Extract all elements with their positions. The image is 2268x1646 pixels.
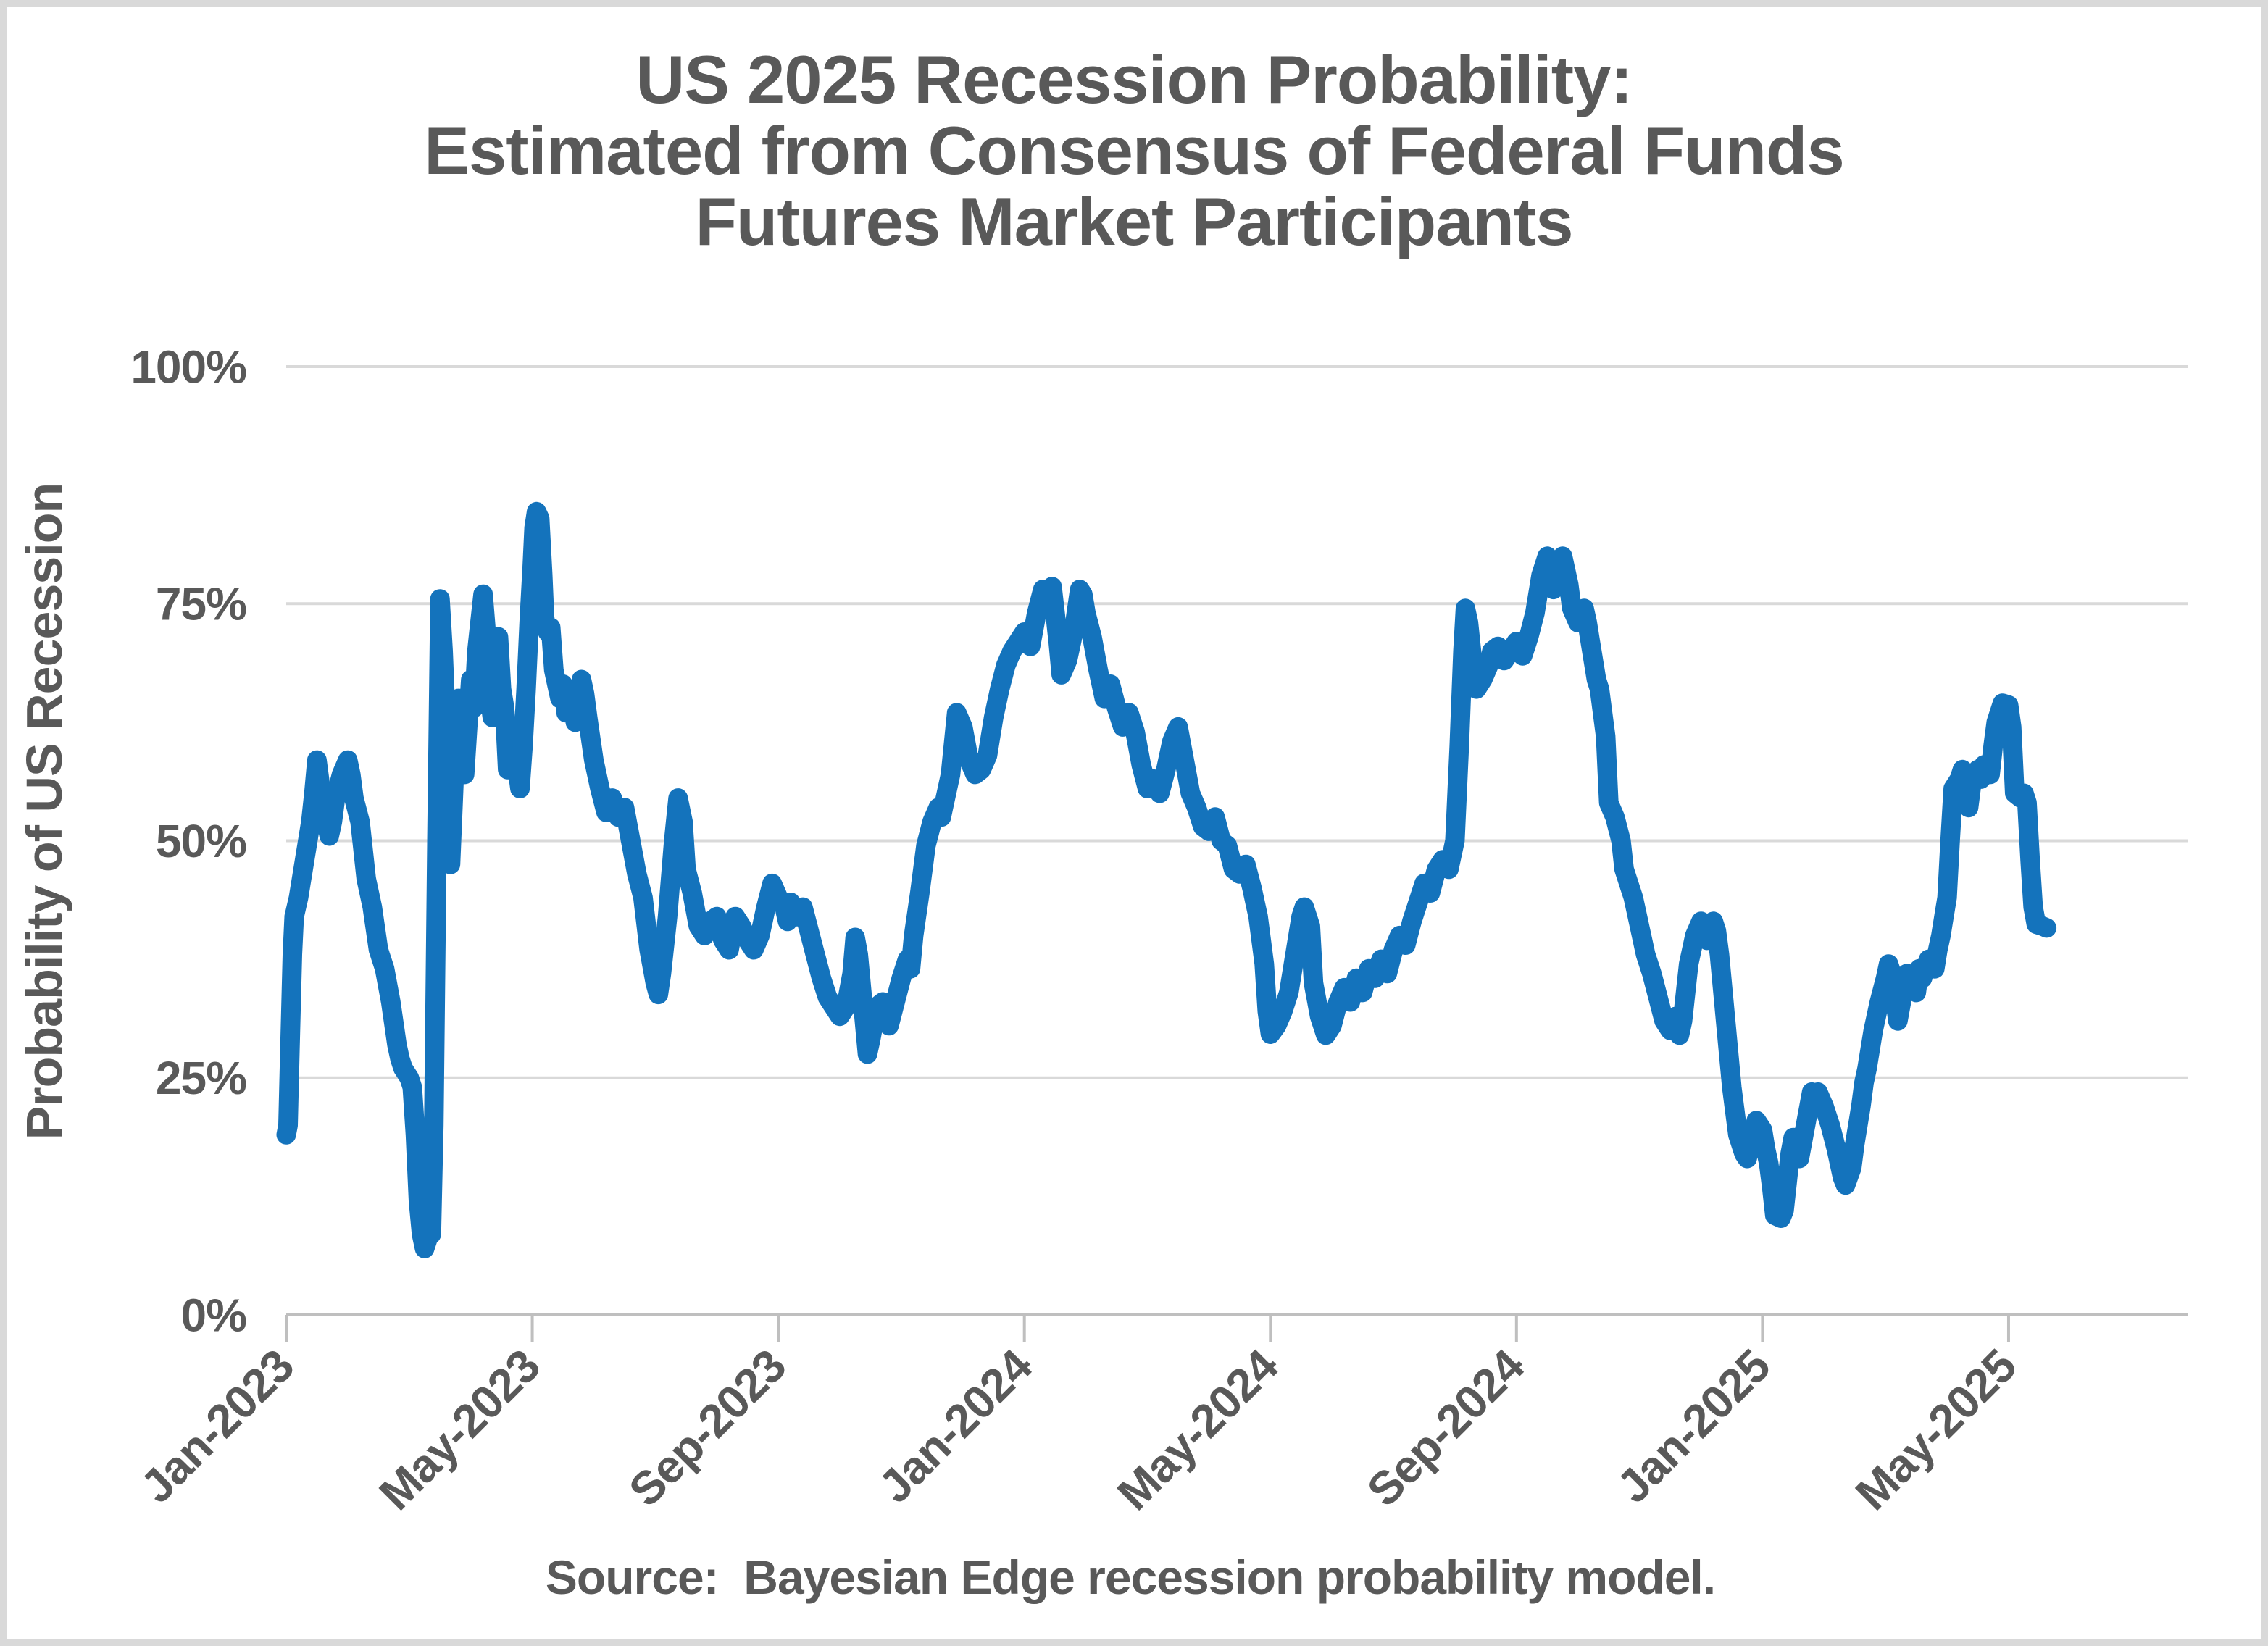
y-tick-label-0: 0% (181, 1289, 247, 1341)
x-tick-label-May-2025: May-2025 (1846, 1340, 2026, 1520)
chart-title-line-2: Estimated from Consensus of Federal Fund… (424, 112, 1843, 188)
y-tick-label-100: 100% (130, 341, 246, 393)
y-axis-title: Probability of US Recession (16, 483, 72, 1140)
x-tick-label-May-2023: May-2023 (369, 1340, 549, 1520)
x-axis-tick-labels: Jan-2023 May-2023 Sep-2023 Jan-2024 May-2024… (130, 1339, 2026, 1520)
x-tick-label-Jan-2024: Jan-2024 (869, 1339, 1043, 1513)
x-tick-label-May-2024: May-2024 (1107, 1339, 1288, 1520)
x-tick-label-Jan-2023: Jan-2023 (130, 1340, 304, 1513)
y-tick-label-50: 50% (156, 815, 246, 867)
y-tick-label-75: 75% (156, 578, 246, 630)
y-tick-label-25: 25% (156, 1052, 246, 1104)
y-axis-tick-labels: 100% 75% 50% 25% 0% (130, 341, 247, 1341)
source-note: Source: Bayesian Edge recession probabil… (546, 1550, 1715, 1604)
x-axis-tick-marks (285, 1315, 2010, 1342)
recession-probability-line (276, 501, 2057, 1258)
chart-title-line-3: Futures Market Participants (695, 183, 1572, 259)
x-tick-label-Sep-2023: Sep-2023 (619, 1340, 796, 1516)
x-tick-label-Jan-2025: Jan-2025 (1606, 1340, 1780, 1513)
chart-title-line-1: US 2025 Recession Probability: (635, 41, 1632, 117)
x-tick-label-Sep-2024: Sep-2024 (1357, 1339, 1535, 1516)
